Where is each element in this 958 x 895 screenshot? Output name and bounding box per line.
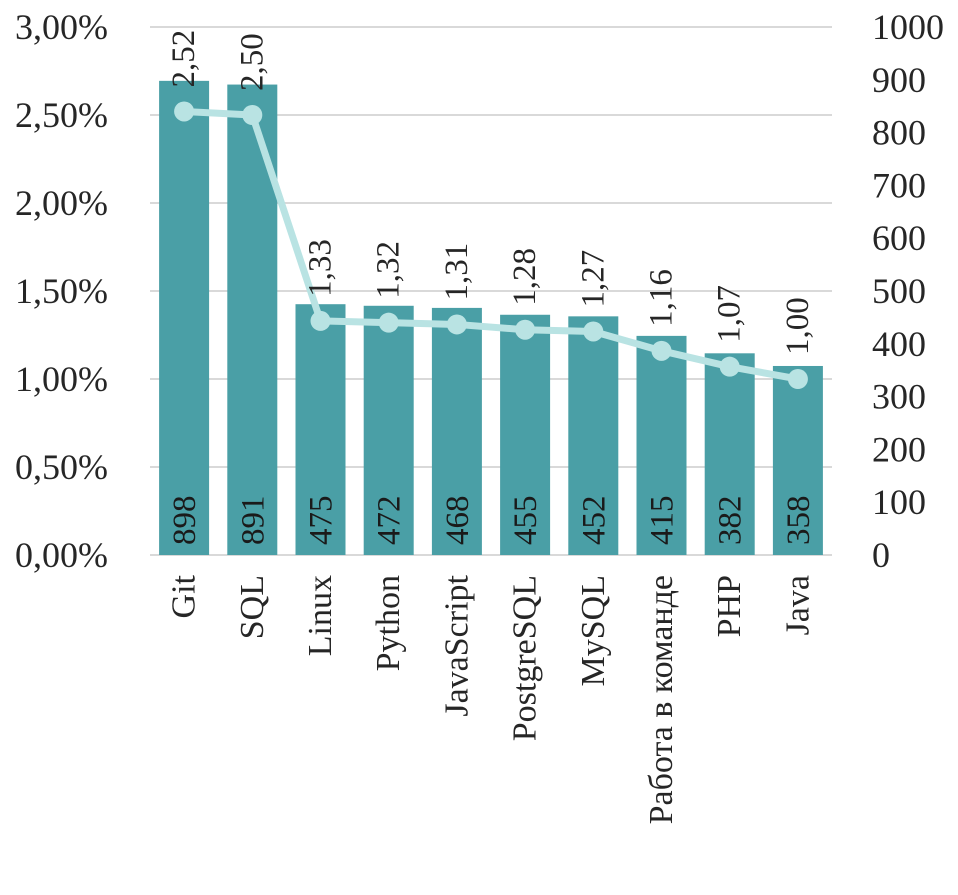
line-value-label: 1,28 (507, 248, 543, 306)
bar-value-label: 358 (781, 496, 817, 546)
right-axis-tick-label: 400 (872, 324, 926, 364)
left-axis-tick-label: 1,00% (15, 359, 108, 399)
line-value-label: 1,16 (644, 269, 680, 327)
bar-value-label: 452 (576, 496, 612, 546)
line-point (719, 356, 740, 377)
bar (500, 314, 551, 555)
bar-value-label: 891 (235, 496, 271, 546)
line-point (310, 310, 331, 331)
line-value-label: 1,31 (439, 243, 475, 301)
bar (704, 353, 755, 555)
bar (568, 316, 619, 555)
line-point (242, 105, 263, 125)
bar-value-label: 382 (713, 496, 749, 546)
line-value-label: 1,07 (712, 285, 748, 343)
bar-value-label: 475 (304, 496, 340, 546)
category-label: SQL (234, 575, 271, 639)
category-label: Python (370, 575, 407, 671)
line-value-label: 2,52 (166, 30, 202, 88)
left-axis: 0,00% 0,50% 1,00% 1,50% 2,00% 2,50% 3,00% (15, 7, 108, 575)
right-axis-tick-label: 900 (872, 60, 926, 100)
category-label: Java (779, 575, 816, 635)
bar (295, 304, 346, 555)
left-axis-tick-label: 1,50% (15, 271, 108, 311)
category-label: Linux (302, 575, 339, 656)
line-point (515, 319, 536, 340)
bar-value-label: 415 (645, 496, 681, 546)
line-value-label: 1,00 (780, 297, 816, 355)
line-path (180, 107, 802, 383)
right-axis-tick-label: 0 (872, 535, 890, 575)
data-labels: 898 891 475 472 468 455 452 415 382 358 2,52 2,50 1,… (166, 30, 817, 545)
left-axis-tick-label: 2,00% (15, 183, 108, 223)
line-value-label: 1,27 (575, 250, 611, 308)
line-point (583, 321, 604, 342)
line-value-label: 1,33 (303, 239, 339, 297)
bar-value-label: 455 (508, 496, 544, 546)
bar (431, 307, 482, 555)
left-axis-tick-label: 3,00% (15, 7, 108, 47)
bar-series (159, 80, 823, 555)
category-label: PHP (711, 575, 748, 637)
line-value-label: 2,50 (234, 33, 270, 91)
line-series (174, 101, 808, 389)
line-point (446, 314, 467, 335)
bar (772, 365, 823, 555)
right-axis-tick-label: 300 (872, 377, 926, 417)
category-label: MySQL (575, 575, 612, 686)
bar (636, 335, 687, 555)
right-axis-tick-label: 1000 (872, 7, 944, 47)
right-axis-tick-label: 700 (872, 165, 926, 205)
bar (159, 80, 210, 555)
category-label: PostgreSQL (507, 575, 544, 741)
bar-value-label: 472 (372, 496, 408, 546)
right-axis-tick-label: 600 (872, 218, 926, 258)
line-value-label: 1,32 (371, 241, 407, 299)
line-point (378, 312, 399, 333)
bar-value-label: 468 (440, 496, 476, 546)
left-axis-tick-label: 0,50% (15, 447, 108, 487)
category-label: Git (166, 574, 203, 618)
line-point (651, 340, 672, 361)
right-axis-tick-label: 200 (872, 429, 926, 469)
x-axis-categories: Git SQL Linux Python JavaScript PostgreSQL MyS… (166, 574, 817, 824)
right-axis-tick-label: 500 (872, 271, 926, 311)
category-label: JavaScript (438, 574, 475, 716)
category-label: Работа в команде (643, 575, 680, 824)
right-axis-tick-label: 800 (872, 113, 926, 153)
left-axis-tick-label: 2,50% (15, 95, 108, 135)
line-point (174, 101, 195, 122)
right-axis: 0 100 200 300 400 500 600 700 800 900 1000 (872, 7, 944, 575)
bar (227, 84, 278, 555)
right-axis-tick-label: 100 (872, 482, 926, 522)
line-point (787, 369, 808, 389)
bar-value-label: 898 (167, 496, 203, 546)
bar (363, 305, 414, 555)
left-axis-tick-label: 0,00% (15, 535, 108, 575)
